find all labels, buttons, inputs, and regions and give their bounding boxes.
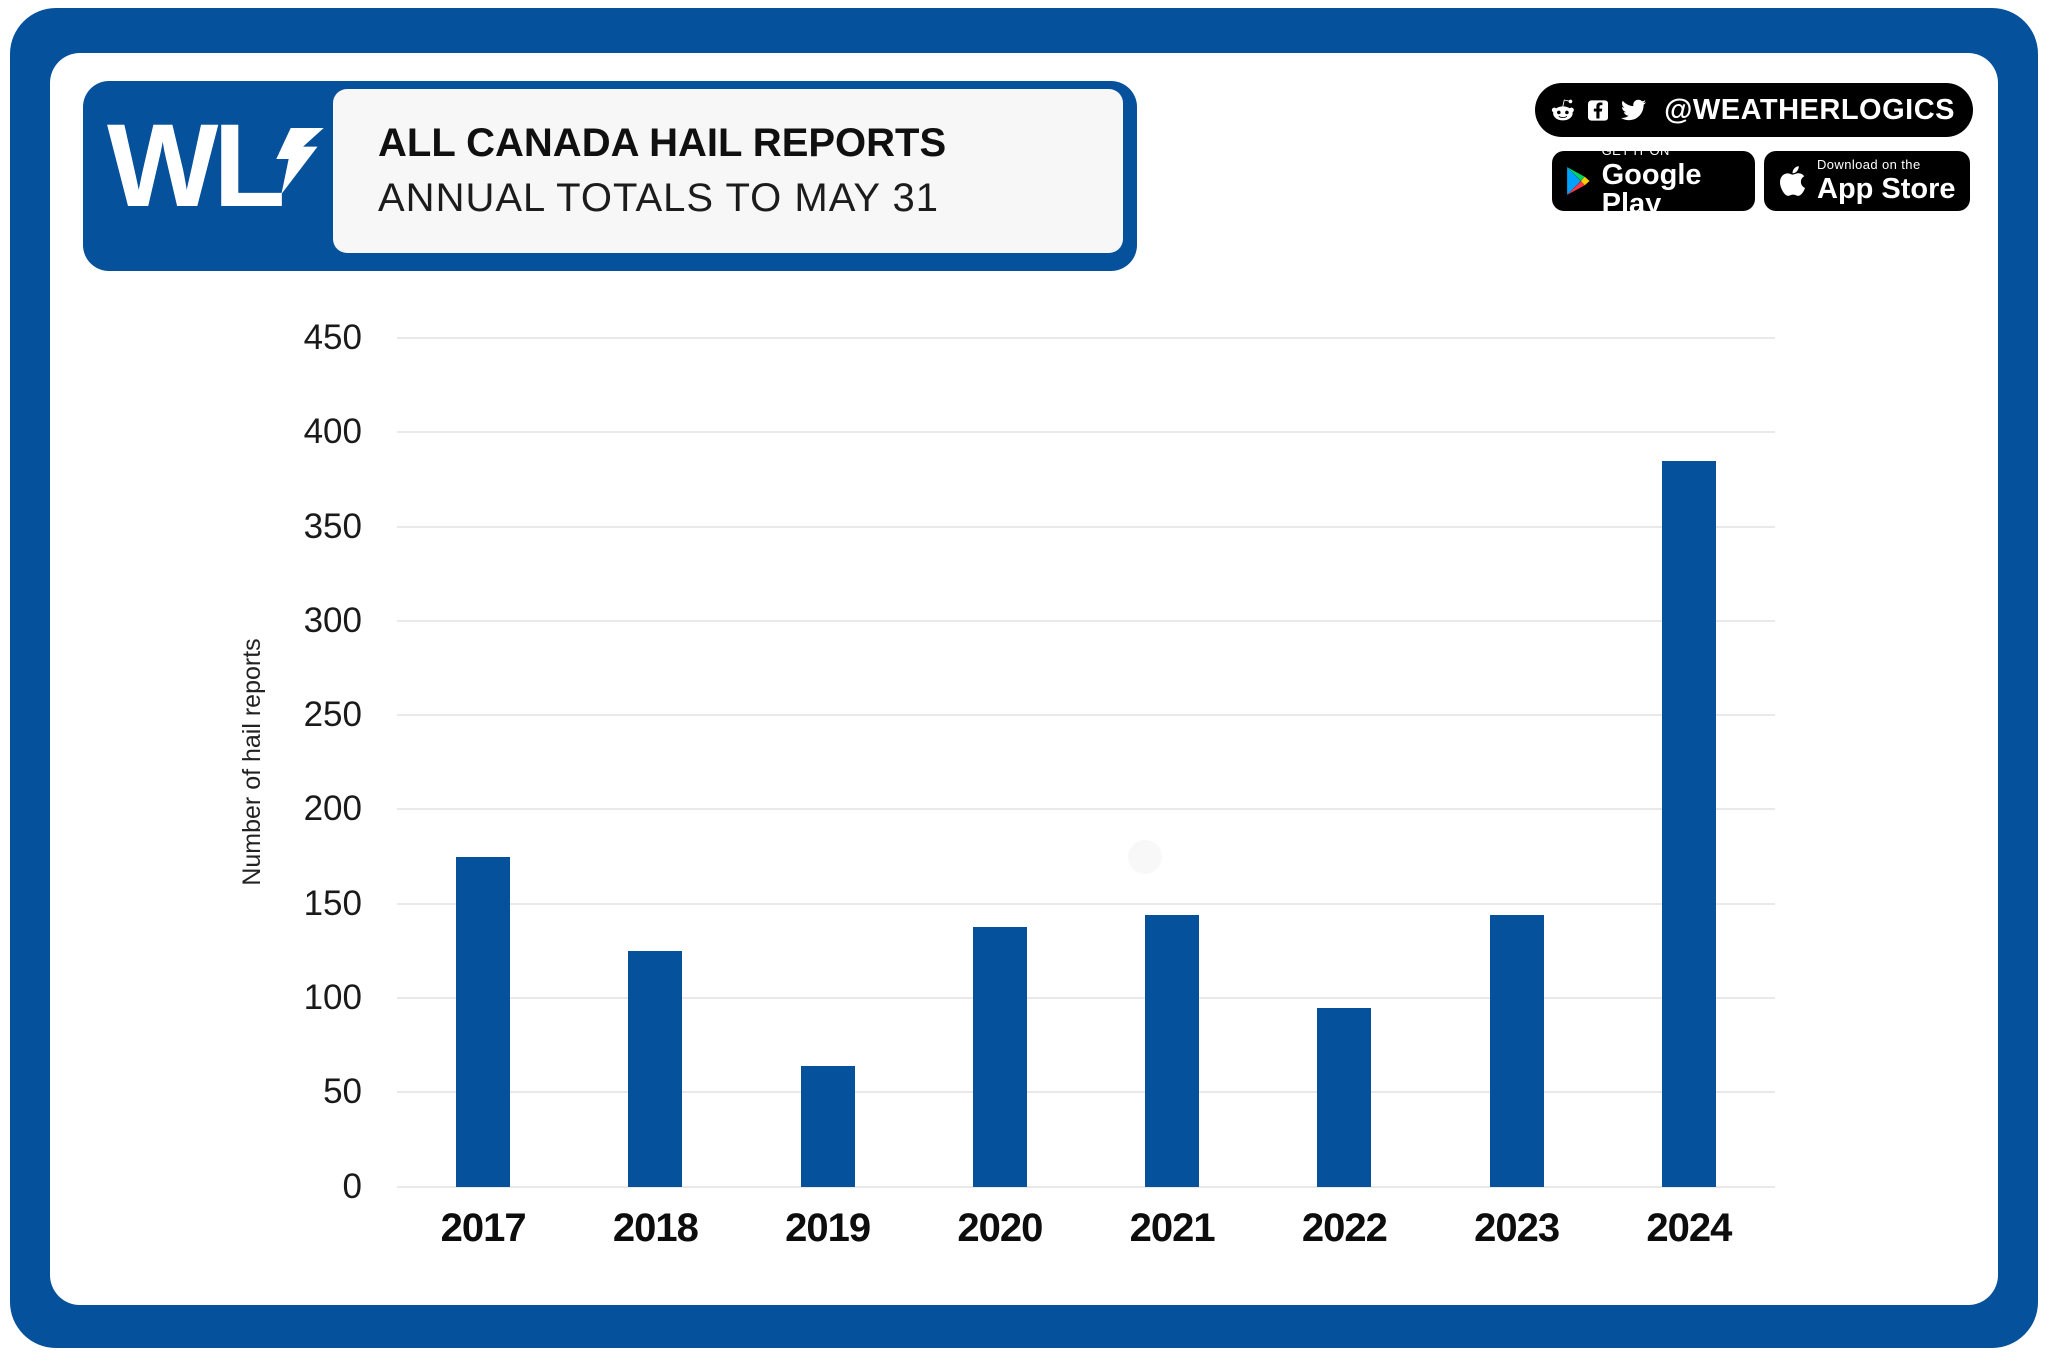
twitter-icon <box>1620 99 1647 121</box>
google-play-badge[interactable]: GET IT ON Google Play <box>1552 144 1755 218</box>
bar-2017 <box>456 857 511 1187</box>
social-handle-text: @WEATHERLOGICS <box>1664 93 1955 126</box>
apple-icon <box>1780 166 1806 196</box>
logo-text: WL <box>107 100 285 232</box>
gridline <box>397 1091 1775 1094</box>
x-tick-label: 2022 <box>1301 1206 1388 1250</box>
y-tick-label: 250 <box>303 695 362 735</box>
gridline <box>397 619 1775 622</box>
gridline <box>397 997 1775 1000</box>
x-tick-label: 2017 <box>440 1206 527 1250</box>
x-axis-labels: 2017 2018 2019 2020 2021 2022 2023 2024 <box>397 1206 1775 1258</box>
y-tick-label: 150 <box>303 883 362 923</box>
gridline <box>397 337 1775 339</box>
y-tick-label: 50 <box>323 1072 362 1112</box>
x-tick-label: 2018 <box>612 1206 699 1250</box>
gridline <box>397 902 1775 905</box>
reddit-icon <box>1551 99 1574 121</box>
facebook-icon <box>1587 99 1608 121</box>
app-store-name: App Store <box>1817 173 1956 205</box>
bar-2019 <box>800 1066 855 1187</box>
header-logo-box: WL ALL CANADA HAIL REPORTS ANNUAL TOTALS… <box>83 81 1137 271</box>
google-play-name: Google Play <box>1601 158 1702 220</box>
google-play-tagline: GET IT ON <box>1601 142 1670 158</box>
bar-2024 <box>1661 461 1716 1187</box>
page-subtitle: ANNUAL TOTALS TO MAY 31 <box>378 176 939 220</box>
lightning-bolt-icon <box>276 128 325 194</box>
social-handle-pill[interactable]: @WEATHERLOGICS <box>1535 83 1973 137</box>
gridline <box>397 808 1775 811</box>
page-title: ALL CANADA HAIL REPORTS <box>378 121 947 165</box>
watermark-dot <box>1128 840 1162 874</box>
bar-2018 <box>628 951 683 1187</box>
y-tick-label: 100 <box>303 978 362 1018</box>
bar-2020 <box>972 926 1027 1187</box>
google-play-icon <box>1567 167 1590 195</box>
title-panel: ALL CANADA HAIL REPORTS ANNUAL TOTALS TO… <box>333 89 1123 253</box>
y-tick-label: 0 <box>342 1166 362 1206</box>
x-tick-label: 2023 <box>1474 1206 1560 1250</box>
x-tick-label: 2024 <box>1646 1206 1732 1250</box>
x-tick-label: 2020 <box>957 1206 1043 1250</box>
x-tick-label: 2021 <box>1129 1206 1216 1250</box>
y-tick-label: 300 <box>303 600 362 640</box>
gridline <box>397 714 1775 717</box>
bar-2022 <box>1317 1007 1372 1187</box>
y-tick-label: 400 <box>303 412 362 452</box>
y-tick-label: 450 <box>303 318 362 357</box>
bar-2021 <box>1145 915 1200 1187</box>
app-store-tagline: Download on the <box>1817 157 1921 172</box>
gridline <box>397 525 1775 528</box>
gridline <box>397 1185 1775 1188</box>
y-tick-label: 350 <box>303 506 362 546</box>
gridline <box>397 431 1775 434</box>
plot-area <box>397 337 1775 1188</box>
x-tick-label: 2019 <box>785 1206 871 1250</box>
y-axis-ticks: 450 400 350 300 250 200 150 100 50 0 <box>180 318 362 1206</box>
weatherlogics-logo: WL <box>107 100 325 232</box>
y-tick-label: 200 <box>303 789 362 829</box>
bar-2023 <box>1489 915 1544 1187</box>
app-store-badge[interactable]: Download on the App Store <box>1764 151 1970 211</box>
